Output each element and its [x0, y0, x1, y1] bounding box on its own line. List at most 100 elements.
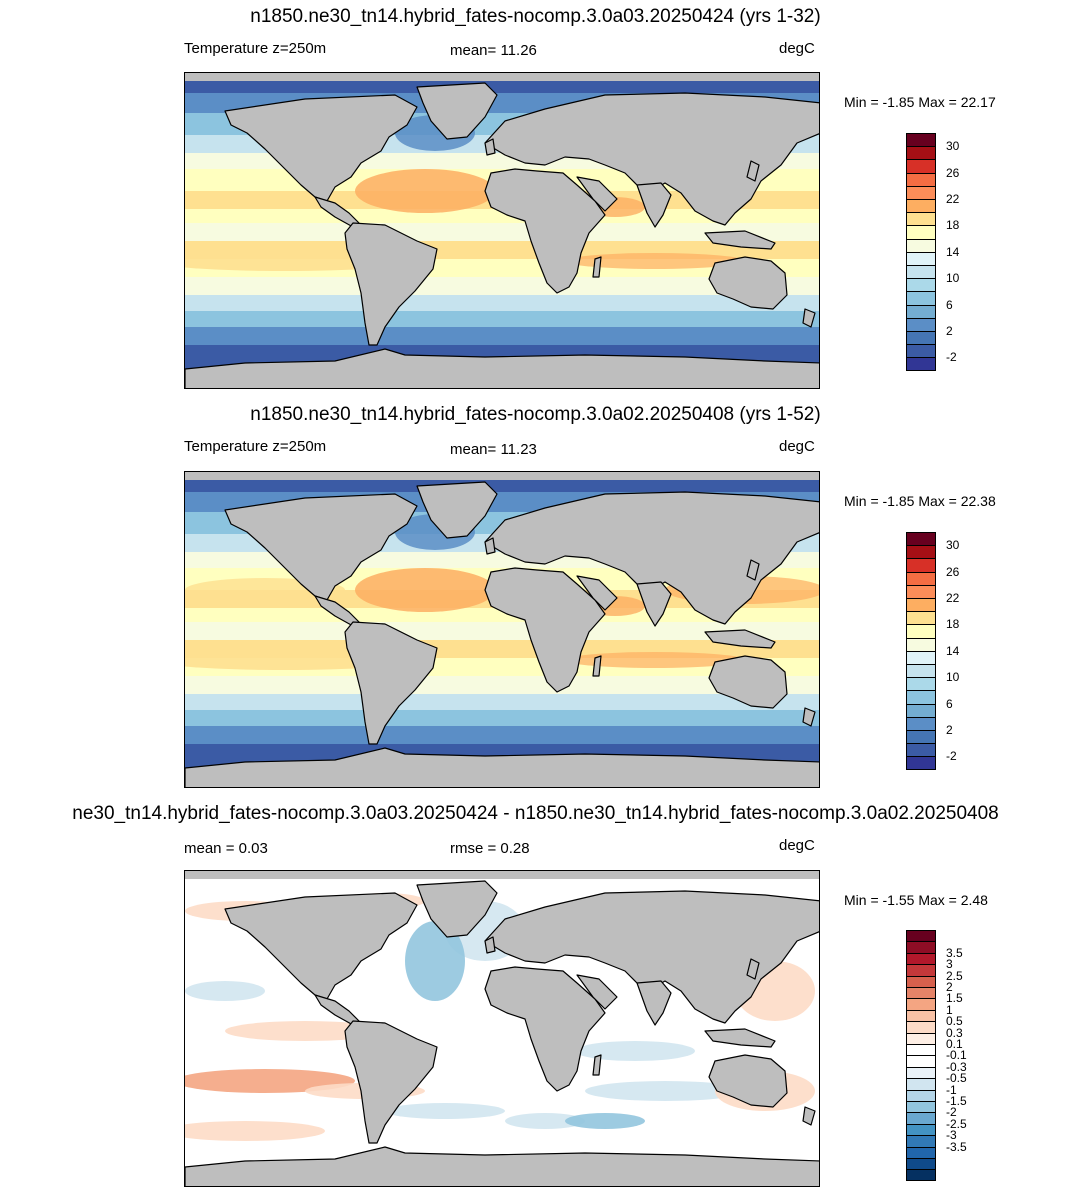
- colorbar-label: -0.5: [946, 1071, 967, 1086]
- colorbar-label: 14: [946, 643, 960, 658]
- colorbar-swatch: [906, 624, 936, 639]
- colorbar-label: 2: [946, 324, 953, 338]
- colorbar-swatch: [906, 225, 936, 240]
- units-label: degC: [779, 40, 815, 57]
- units-label: degC: [779, 837, 815, 854]
- colorbar-swatch: [906, 159, 936, 174]
- colorbar: 30 26 22 18 14 10 6 2 -2: [906, 133, 959, 371]
- colorbar-label: 0.5: [946, 1014, 963, 1029]
- colorbar-label: -2.5: [946, 1116, 967, 1131]
- colorbar-swatch: [906, 331, 936, 346]
- colorbar-swatch: [906, 941, 936, 954]
- variable-label: Temperature z=250m: [184, 40, 327, 57]
- colorbar-swatch: [906, 998, 936, 1011]
- colorbar-swatch: [906, 743, 936, 758]
- colorbar-swatch: [906, 265, 936, 280]
- colorbar-label: 2: [946, 980, 953, 994]
- colorbar-swatch: [906, 650, 936, 665]
- colorbar-swatch: [906, 1032, 936, 1045]
- colorbar-label: 30: [946, 538, 960, 553]
- panel-title: ne30_tn14.hybrid_fates-nocomp.3.0a03.202…: [72, 803, 999, 824]
- minmax-label: Min = -1.85 Max = 22.38: [844, 493, 996, 509]
- colorbar-swatch: [906, 598, 936, 613]
- colorbar-swatch: [906, 664, 936, 679]
- colorbar-label: -0.3: [946, 1059, 967, 1074]
- colorbar-label: 18: [946, 617, 960, 632]
- colorbar-label: 26: [946, 165, 960, 180]
- colorbar-swatch: [906, 571, 936, 586]
- colorbar-swatch: [906, 251, 936, 266]
- map-canvas: [185, 871, 819, 1186]
- colorbar-swatch: [906, 185, 936, 200]
- colorbar-swatch: [906, 1055, 936, 1068]
- colorbar-label: 2: [946, 723, 953, 737]
- colorbar-label: 6: [946, 696, 953, 711]
- colorbar-swatch: [906, 317, 936, 332]
- colorbar-swatch: [906, 1021, 936, 1034]
- colorbar-label: -2: [946, 1105, 957, 1120]
- colorbar-label: 22: [946, 192, 960, 206]
- colorbar-label: -1.5: [946, 1094, 967, 1108]
- colorbar-swatch: [906, 357, 936, 371]
- panel-title: n1850.ne30_tn14.hybrid_fates-nocomp.3.0a…: [250, 404, 821, 425]
- colorbar-label: -1: [946, 1082, 957, 1097]
- colorbar-label: 26: [946, 564, 960, 579]
- colorbar-swatch: [906, 1135, 936, 1148]
- mean-label: mean = 0.03: [184, 840, 268, 857]
- units-label: degC: [779, 438, 815, 455]
- colorbar-label: 3: [946, 957, 953, 972]
- colorbar-label: 6: [946, 297, 953, 312]
- colorbar-label: 10: [946, 271, 960, 286]
- colorbar-swatch: [906, 172, 936, 187]
- world-map: [184, 471, 820, 788]
- colorbar-swatch: [906, 756, 936, 770]
- colorbar-swatch: [906, 611, 936, 626]
- colorbar-label: -3.5: [946, 1139, 967, 1154]
- colorbar-swatch: [906, 1158, 936, 1171]
- world-map: [184, 72, 820, 389]
- colorbar-swatch: [906, 1146, 936, 1159]
- colorbar-swatch: [906, 532, 936, 547]
- colorbar-label: 14: [946, 244, 960, 259]
- colorbar-swatch: [906, 964, 936, 977]
- colorbar-label: 1.5: [946, 991, 963, 1006]
- colorbar-swatch: [906, 1009, 936, 1023]
- colorbar-label: -0.1: [946, 1048, 967, 1063]
- colorbar-label: -2: [946, 749, 957, 764]
- colorbar-label: -3: [946, 1128, 957, 1143]
- colorbar-swatch: [906, 703, 936, 718]
- colorbar-swatch: [906, 1112, 936, 1125]
- colorbar-swatch: [906, 278, 936, 293]
- colorbar-swatch: [906, 690, 936, 705]
- colorbar-swatch: [906, 291, 936, 306]
- colorbar-label: 0.1: [946, 1037, 963, 1051]
- colorbar-label: 10: [946, 670, 960, 685]
- colorbar-label: 0.3: [946, 1025, 963, 1040]
- colorbar-swatch: [906, 199, 936, 214]
- colorbar-swatch: [906, 344, 936, 359]
- minmax-label: Min = -1.55 Max = 2.48: [844, 892, 988, 908]
- mean-label: mean= 11.23: [450, 441, 537, 458]
- colorbar-swatch: [906, 1089, 936, 1102]
- colorbar-swatch: [906, 716, 936, 731]
- colorbar: 30 26 22 18 14 10 6 2 -2: [906, 532, 959, 770]
- colorbar-swatch: [906, 730, 936, 745]
- colorbar-swatch: [906, 212, 936, 227]
- colorbar-swatch: [906, 637, 936, 652]
- colorbar-swatch: [906, 1066, 936, 1080]
- map-canvas: [185, 472, 819, 787]
- world-map: [184, 870, 820, 1187]
- colorbar-swatch: [906, 545, 936, 560]
- colorbar-label: 2.5: [946, 968, 963, 983]
- colorbar-label: -2: [946, 350, 957, 365]
- colorbar-swatch: [906, 304, 936, 319]
- colorbar-swatch: [906, 1044, 936, 1057]
- panel-title: n1850.ne30_tn14.hybrid_fates-nocomp.3.0a…: [250, 6, 821, 27]
- colorbar-swatch: [906, 146, 936, 161]
- colorbar-swatch: [906, 1123, 936, 1137]
- colorbar-label: 30: [946, 139, 960, 154]
- rmse-label: rmse = 0.28: [450, 840, 530, 857]
- colorbar-label: 1: [946, 1002, 953, 1017]
- map-canvas: [185, 73, 819, 388]
- colorbar: 3.5 3 2.5 2 1.5 1 0.5 0.3 0.1 -0.1 -0.3 -0.5 -1 -1.5-…: [906, 930, 967, 1181]
